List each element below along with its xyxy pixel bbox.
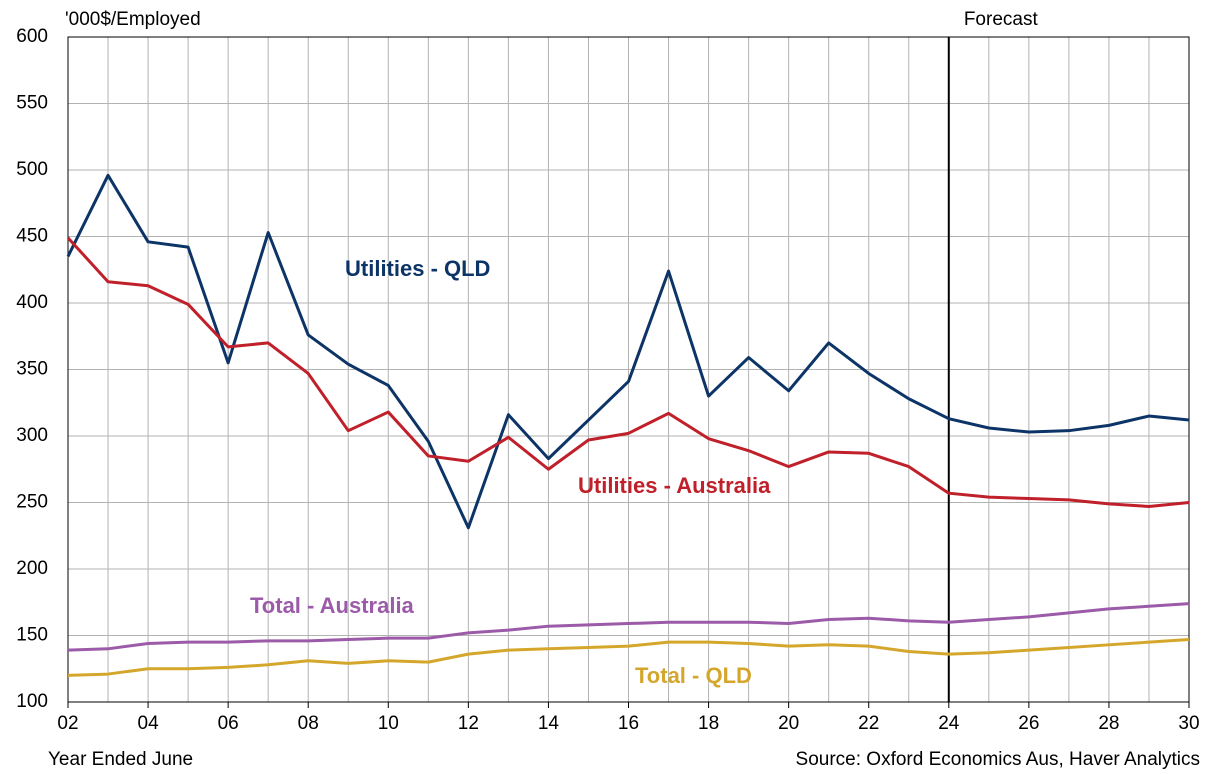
y-tick-label: 600	[16, 26, 48, 47]
y-tick-label: 200	[16, 558, 48, 579]
y-tick-label: 450	[16, 226, 48, 247]
y-axis-label: '000$/Employed	[65, 9, 201, 30]
source: Source: Oxford Economics Aus, Haver Anal…	[796, 749, 1200, 770]
y-tick-label: 400	[16, 292, 48, 313]
x-tick-label: 12	[458, 713, 479, 734]
series-label: Utilities - QLD	[345, 256, 490, 281]
y-tick-label: 550	[16, 93, 48, 114]
x-tick-label: 08	[298, 713, 319, 734]
x-axis-label: Year Ended June	[48, 749, 193, 770]
x-tick-label: 26	[1018, 713, 1039, 734]
x-tick-label: 10	[378, 713, 399, 734]
forecast-label: Forecast	[964, 9, 1039, 30]
series-line	[67, 602, 1190, 652]
x-tick-label: 04	[138, 713, 160, 734]
y-tick-label: 300	[16, 425, 48, 446]
x-tick-label: 02	[57, 713, 78, 734]
series-line	[66, 173, 1190, 530]
x-tick-label: 16	[618, 713, 639, 734]
x-tick-label: 28	[1098, 713, 1119, 734]
y-tick-label: 350	[16, 359, 48, 380]
y-tick-label: 150	[16, 625, 48, 646]
x-tick-label: 06	[218, 713, 239, 734]
series-label: Utilities - Australia	[578, 473, 771, 498]
x-tick-label: 22	[858, 713, 879, 734]
y-tick-label: 500	[16, 159, 48, 180]
x-tick-label: 14	[538, 713, 560, 734]
x-tick-label: 18	[698, 713, 719, 734]
x-tick-label: 24	[938, 713, 960, 734]
plot-border	[67, 36, 1190, 703]
x-tick-label: 30	[1178, 713, 1199, 734]
series-label: Total - QLD	[635, 663, 752, 688]
y-tick-label: 100	[16, 691, 48, 712]
series-label: Total - Australia	[250, 593, 415, 618]
x-tick-label: 20	[778, 713, 799, 734]
series-line	[67, 637, 1190, 677]
y-tick-label: 250	[16, 492, 48, 513]
series-line	[66, 236, 1190, 508]
